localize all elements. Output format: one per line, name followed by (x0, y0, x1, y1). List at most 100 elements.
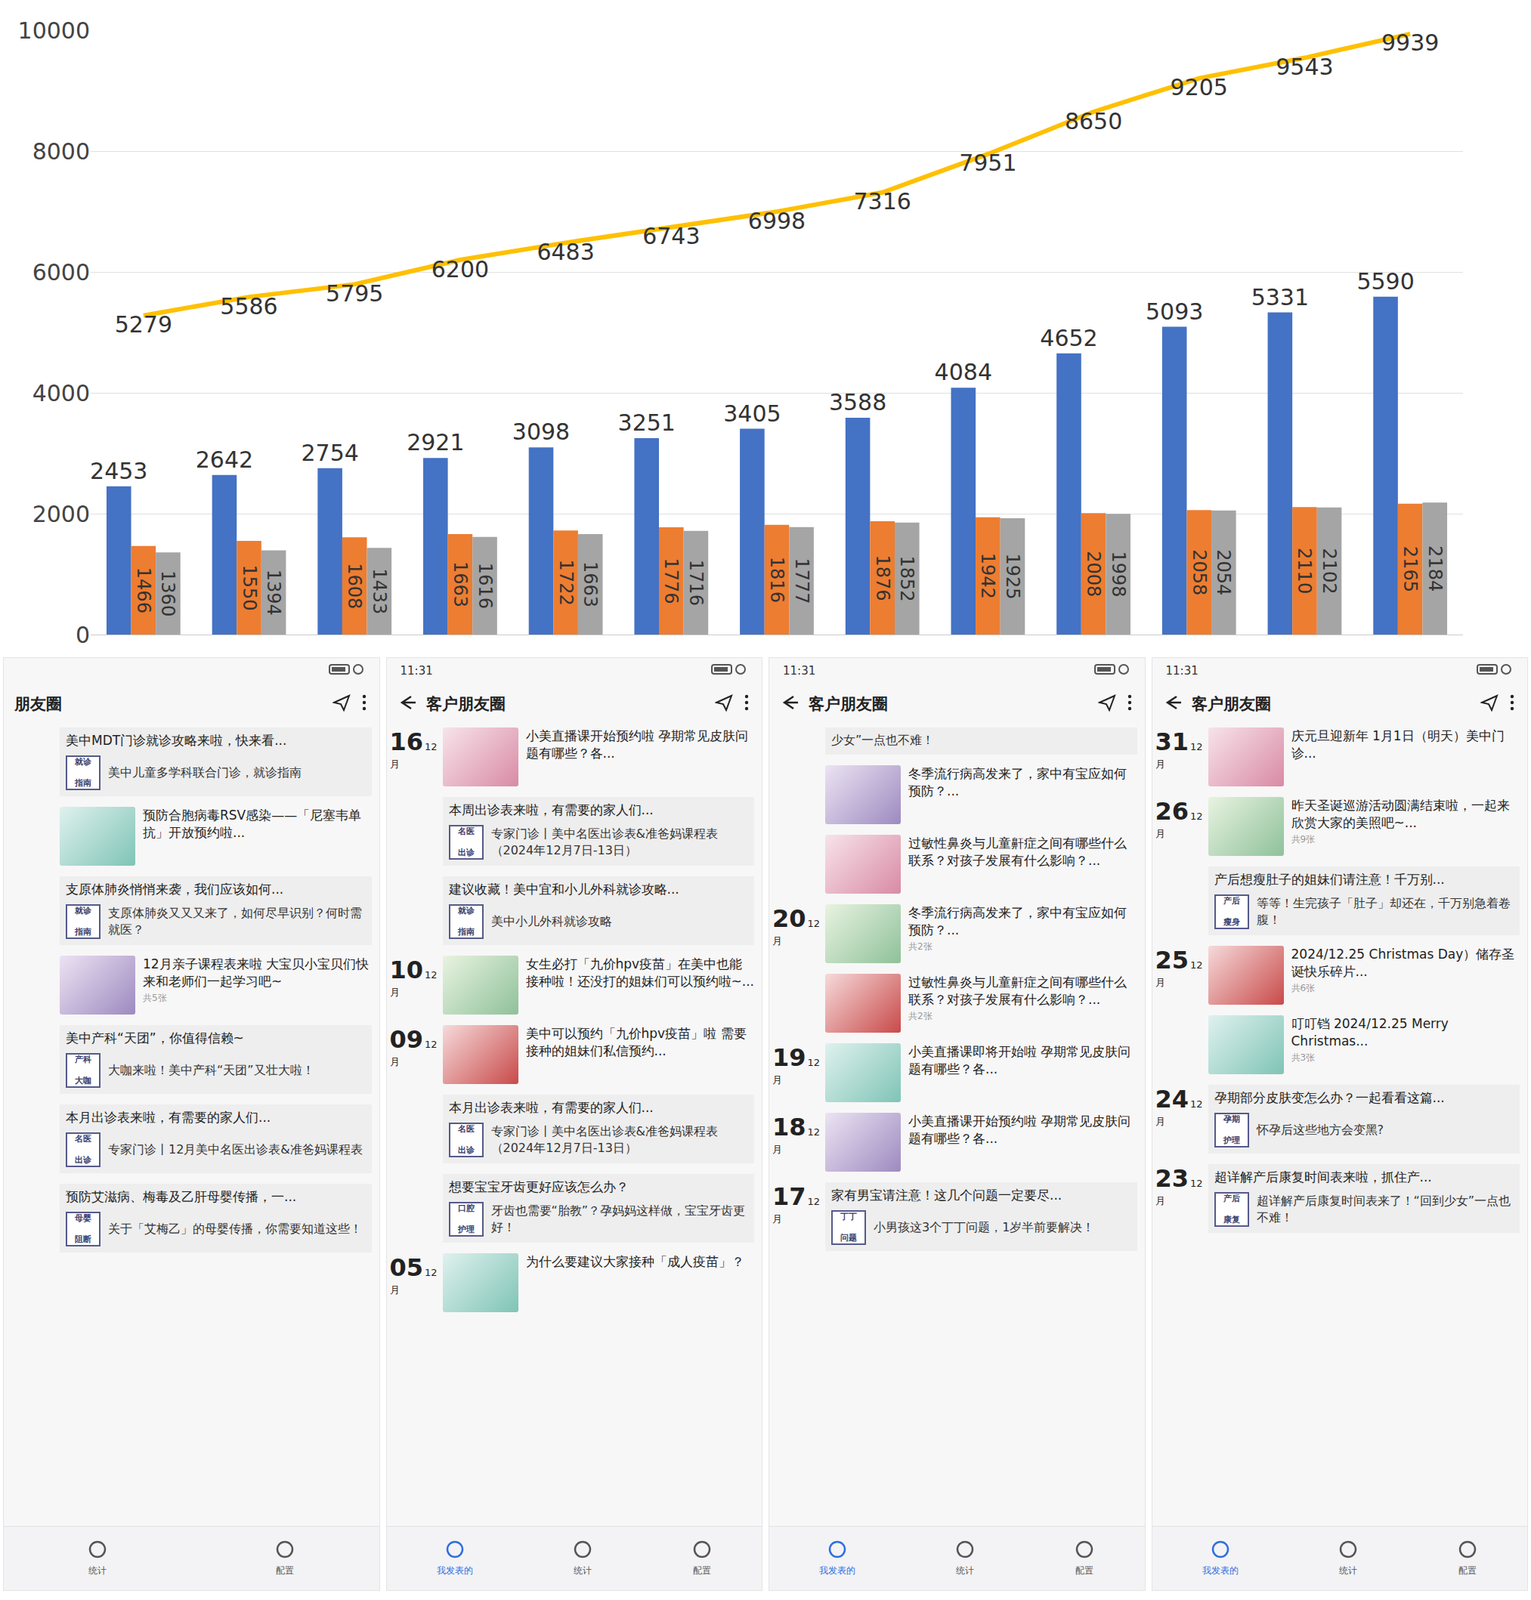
html-text:10: 10 (389, 955, 424, 985)
svg-text:7316: 7316 (853, 188, 912, 215)
svg-text:9205: 9205 (1170, 74, 1228, 101)
svg-text:1776: 1776 (660, 557, 682, 604)
html-text:19: 19 (772, 1043, 806, 1073)
svg-text:1550: 1550 (238, 564, 260, 611)
svg-text:4000: 4000 (32, 380, 90, 407)
html-text:12月: 12月 (772, 1057, 820, 1086)
svg-text:6743: 6743 (642, 222, 700, 250)
svg-text:2165: 2165 (1399, 546, 1421, 593)
svg-text:3588: 3588 (828, 389, 887, 416)
svg-text:1608: 1608 (343, 562, 365, 610)
html-text:过敏性鼻炎与儿童鼾症之间有哪些什么联系？对孩子发展有什么影响: 过敏性鼻炎与儿童鼾症之间有哪些什么联系？对孩子发展有什么影响？... (908, 974, 1127, 1008)
svg-text:1942: 1942 (977, 553, 999, 600)
html-text:美中可以预约「九价hpv疫苗」啦 需要接种的姐妹们私信预约.: 美中可以预约「九价hpv疫苗」啦 需要接种的姐妹们私信预约... (525, 1026, 747, 1059)
svg-text:1466: 1466 (132, 567, 155, 614)
html-text:冬季流行病高发来了，家中有宝应如何预防？...: 冬季流行病高发来了，家中有宝应如何预防？... (908, 905, 1127, 938)
html-text:16: 16 (389, 727, 424, 757)
html-text:冬季流行病高发来了，家中有宝应如何预防？...: 冬季流行病高发来了，家中有宝应如何预防？... (908, 766, 1127, 799)
svg-text:5586: 5586 (219, 293, 278, 320)
svg-text:4652: 4652 (1039, 324, 1098, 352)
svg-text:6483: 6483 (536, 238, 594, 266)
html-text:12月: 12月 (389, 969, 438, 999)
svg-text:8650: 8650 (1064, 108, 1123, 135)
html-text:2024/12.25 Christmas Day）储存圣诞快: 2024/12.25 Christmas Day）储存圣诞快乐碎片... (1291, 946, 1515, 980)
html-text:预防合胞病毒RSV感染——「尼塞韦单抗」开放预约啦...: 预防合胞病毒RSV感染——「尼塞韦单抗」开放预约啦... (142, 807, 362, 841)
svg-text:1998: 1998 (1107, 551, 1129, 598)
html-text:12月: 12月 (1155, 959, 1203, 989)
svg-text:10000: 10000 (18, 17, 90, 44)
svg-text:1816: 1816 (766, 556, 788, 604)
html-text:05: 05 (389, 1253, 424, 1283)
svg-text:7951: 7951 (958, 149, 1017, 177)
svg-text:5590: 5590 (1356, 268, 1414, 295)
html-text:支原体肺炎又又又来了，如何尽早识别？何时需就医？: 支原体肺炎又又又来了，如何尽早识别？何时需就医？ (108, 906, 362, 938)
html-text:小美直播课即将开始啦 孕期常见皮肤问题有哪些？各...: 小美直播课即将开始啦 孕期常见皮肤问题有哪些？各... (908, 1044, 1131, 1077)
html-text:昨天圣诞巡游活动圆满结束啦，一起来欣赏大家的美照吧~...: 昨天圣诞巡游活动圆满结束啦，一起来欣赏大家的美照吧~... (1291, 797, 1510, 831)
svg-text:5093: 5093 (1145, 298, 1204, 325)
html-text:女生必打「九价hpv疫苗」在美中也能接种啦！还没打的姐妹们可: 女生必打「九价hpv疫苗」在美中也能接种啦！还没打的姐妹们可以预约啦~... (525, 956, 755, 990)
html-text:12月: 12月 (1155, 1098, 1203, 1128)
html-text:18: 18 (772, 1113, 806, 1142)
html-text:12月: 12月 (389, 741, 438, 771)
html-text:09: 09 (389, 1025, 424, 1055)
svg-text:2058: 2058 (1188, 549, 1210, 596)
html-text:小美直播课开始预约啦 孕期常见皮肤问题有哪些？各...: 小美直播课开始预约啦 孕期常见皮肤问题有哪些？各... (908, 1113, 1131, 1147)
svg-text:2453: 2453 (89, 457, 148, 485)
svg-text:2184: 2184 (1424, 545, 1446, 592)
html-text:叮叮铛 2024/12.25 Merry Christmas: 叮叮铛 2024/12.25 Merry Christmas... (1291, 1016, 1449, 1049)
svg-text:3098: 3098 (512, 418, 570, 446)
svg-text:8000: 8000 (32, 138, 90, 165)
html-text:小美直播课开始预约啦 孕期常见皮肤问题有哪些？各...: 小美直播课开始预约啦 孕期常见皮肤问题有哪些？各... (525, 728, 749, 761)
svg-text:2008: 2008 (1082, 550, 1105, 597)
svg-text:1777: 1777 (791, 557, 813, 604)
svg-text:5331: 5331 (1251, 284, 1309, 311)
html-text:20: 20 (772, 904, 806, 934)
svg-text:2054: 2054 (1212, 549, 1235, 596)
svg-text:6998: 6998 (748, 207, 806, 235)
svg-text:2642: 2642 (195, 446, 254, 474)
svg-text:1925: 1925 (1002, 553, 1024, 600)
html-text:12月: 12月 (1155, 741, 1203, 771)
html-text:专家门诊丨美中名医出诊表&准爸妈课程表（2024年12月7日: 专家门诊丨美中名医出诊表&准爸妈课程表（2024年12月7日-13日） (490, 1124, 718, 1156)
svg-text:1433: 1433 (368, 568, 390, 615)
svg-text:6200: 6200 (431, 256, 489, 283)
svg-text:2921: 2921 (406, 429, 464, 456)
svg-text:9543: 9543 (1275, 53, 1334, 81)
svg-text:5279: 5279 (114, 311, 173, 338)
svg-text:1876: 1876 (872, 554, 894, 601)
html-text:牙齿也需要“胎教”？孕妈妈这样做，宝宝牙齿更好！: 牙齿也需要“胎教”？孕妈妈这样做，宝宝牙齿更好！ (490, 1203, 746, 1235)
html-text:12月: 12月 (389, 1039, 438, 1068)
html-text:31: 31 (1155, 727, 1189, 757)
html-text:12月亲子课程表来啦 大宝贝小宝贝们快来和老师们一起学习吧~: 12月亲子课程表来啦 大宝贝小宝贝们快来和老师们一起学习吧~ (142, 956, 369, 990)
html-text:过敏性鼻炎与儿童鼾症之间有哪些什么联系？对孩子发展有什么影响: 过敏性鼻炎与儿童鼾症之间有哪些什么联系？对孩子发展有什么影响？... (908, 835, 1127, 869)
svg-text:0: 0 (75, 621, 90, 649)
svg-text:2110: 2110 (1293, 547, 1315, 594)
html-text:12月: 12月 (389, 1267, 438, 1296)
svg-text:6000: 6000 (32, 259, 90, 286)
svg-text:1663: 1663 (579, 561, 601, 608)
html-text:等等！生完孩子「肚子」却还在，千万别急着卷腹！: 等等！生完孩子「肚子」却还在，千万别急着卷腹！ (1256, 896, 1511, 928)
svg-text:1716: 1716 (685, 559, 707, 607)
svg-text:3405: 3405 (723, 400, 781, 427)
svg-text:9939: 9939 (1381, 30, 1439, 56)
html-text:12月: 12月 (772, 1126, 820, 1156)
svg-text:2000: 2000 (32, 501, 90, 528)
svg-text:4084: 4084 (934, 358, 993, 386)
svg-text:2102: 2102 (1318, 547, 1340, 594)
svg-text:1722: 1722 (555, 559, 577, 607)
html-text:23: 23 (1155, 1164, 1189, 1194)
html-text:12月: 12月 (1155, 810, 1203, 840)
svg-text:2754: 2754 (300, 439, 359, 467)
html-text:专家门诊丨美中名医出诊表&准爸妈课程表（2024年12月7日: 专家门诊丨美中名医出诊表&准爸妈课程表（2024年12月7日-13日） (490, 826, 718, 858)
svg-text:3251: 3251 (618, 409, 676, 437)
svg-text:1394: 1394 (262, 569, 285, 616)
html-text:17: 17 (772, 1182, 806, 1212)
html-text:12月: 12月 (772, 918, 820, 947)
svg-text:1663: 1663 (449, 561, 471, 608)
svg-text:1616: 1616 (474, 562, 496, 610)
svg-text:1852: 1852 (896, 555, 918, 602)
html-text:庆元旦迎新年 1月1日（明天）美中门诊...: 庆元旦迎新年 1月1日（明天）美中门诊... (1291, 728, 1505, 761)
html-text:超详解产后康复时间表来了！“回到少女”一点也不难！: 超详解产后康复时间表来了！“回到少女”一点也不难！ (1256, 1193, 1511, 1225)
svg-text:5795: 5795 (325, 280, 384, 307)
svg-text:1360: 1360 (157, 570, 179, 617)
